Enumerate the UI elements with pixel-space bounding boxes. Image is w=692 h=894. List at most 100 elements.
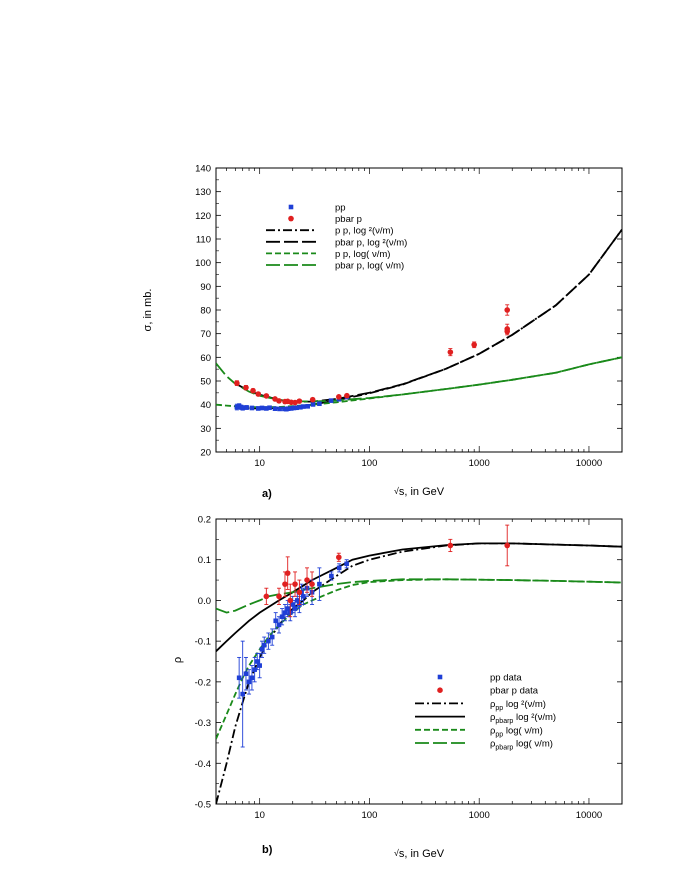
y-tick-label-a: 110 xyxy=(196,235,211,246)
y-tick-label-a: 40 xyxy=(200,400,211,411)
legend-subscript: pbarp xyxy=(495,745,513,752)
panel-label-a: a) xyxy=(262,488,272,500)
x-tick-label-b: 1000 xyxy=(469,810,490,821)
data-point-circle-b xyxy=(447,542,454,549)
data-point-square-a xyxy=(240,405,245,411)
data-point-circle-b xyxy=(296,589,303,596)
y-tick-label-a: 60 xyxy=(200,353,211,364)
data-point-square-a xyxy=(272,406,278,411)
x-tick-label-a: 1000 xyxy=(469,458,490,469)
y-tick-label-a: 130 xyxy=(195,187,211,198)
legend-symbol: ρ xyxy=(490,699,496,710)
y-tick-label-b: -0.4 xyxy=(195,759,211,770)
data-point-circle-a xyxy=(447,349,454,355)
data-point-square-a xyxy=(294,405,299,411)
data-point-square-b xyxy=(259,646,265,652)
panel-label-b: b) xyxy=(262,844,273,856)
y-tick-label-a: 20 xyxy=(200,448,211,459)
data-point-circle-a xyxy=(296,398,303,404)
data-point-circle-b xyxy=(282,581,288,587)
data-point-square-b xyxy=(317,581,322,587)
x-axis-label-text: s, in GeV xyxy=(399,486,445,498)
plot-frame-b xyxy=(215,518,623,805)
data-point-square-a xyxy=(301,404,306,409)
series-line-b-2 xyxy=(216,578,622,740)
series-line-b-3 xyxy=(216,578,622,614)
data-point-square-a xyxy=(317,401,322,407)
data-point-square-a xyxy=(267,405,272,411)
panel-b-chart: -0.5 -0.4 -0.3 -0.2 -0.1 0.0 0.1 0.2 10 100 1000 10… xyxy=(172,515,623,860)
y-tick-label-b: 0.1 xyxy=(198,555,211,566)
data-point-circle-a xyxy=(243,384,249,391)
legend-label-b: ρpbarp log( ν/m) xyxy=(490,739,553,752)
data-point-square-b xyxy=(236,675,242,681)
data-point-square-b xyxy=(243,671,249,677)
legend-formula: log( ν/m) xyxy=(503,725,543,736)
data-point-square-a xyxy=(305,404,311,409)
data-point-square-a xyxy=(291,405,297,411)
data-point-square-b xyxy=(273,618,279,624)
data-point-circle-b xyxy=(336,554,342,561)
legend-label-a: pbar p, log( ν/m) xyxy=(335,261,404,272)
data-point-circle-a xyxy=(344,392,350,399)
data-point-circle-b xyxy=(309,581,315,587)
y-tick-label-b: -0.2 xyxy=(195,677,211,688)
sqrt-symbol: √ xyxy=(394,848,399,858)
sqrt-symbol: √ xyxy=(394,486,399,496)
y-tick-label-a: 140 xyxy=(195,164,211,175)
legend-label-a: pbar p, log ²(ν/m) xyxy=(335,237,407,248)
data-point-circle-b xyxy=(504,542,511,549)
legend-symbol: ρ xyxy=(490,739,496,750)
data-point-circle-a xyxy=(292,399,298,406)
y-tick-label-b: 0.0 xyxy=(198,596,211,607)
data-point-circle-a xyxy=(471,341,477,348)
series-line-a-1 xyxy=(234,228,622,403)
x-tick-label-b: 100 xyxy=(362,810,378,821)
legend-formula: log ²(ν/m) xyxy=(503,699,546,710)
legend-subscript: pbarp xyxy=(495,718,513,725)
data-point-circle-a xyxy=(504,328,511,335)
data-point-square-a xyxy=(328,398,334,403)
data-point-square-a xyxy=(298,404,303,410)
y-tick-label-a: 120 xyxy=(195,211,211,222)
data-point-square-b xyxy=(285,606,290,611)
legend-marker-square-b xyxy=(437,674,443,680)
legend-label-a: pbar p xyxy=(335,214,362,225)
legend-label-b: ρpbarp log ²(ν/m) xyxy=(490,712,556,725)
data-point-circle-b xyxy=(304,577,310,583)
legend-subscript: pp xyxy=(495,731,503,738)
x-tick-label-a: 10000 xyxy=(576,458,602,469)
legend-label-b: ρpp log( ν/m) xyxy=(490,725,543,738)
y-tick-label-b: -0.3 xyxy=(195,718,211,729)
legend-label-a: pp xyxy=(335,203,346,214)
y-tick-label-a: 70 xyxy=(200,329,211,340)
data-point-square-a xyxy=(249,405,255,411)
data-point-square-b xyxy=(344,561,349,567)
data-point-square-b xyxy=(246,679,252,685)
x-tick-label-b: 10000 xyxy=(576,810,602,821)
legend-marker-circle-a xyxy=(288,215,294,222)
data-point-square-a xyxy=(255,406,261,411)
data-point-square-b xyxy=(279,614,285,620)
data-point-square-a xyxy=(310,402,316,407)
series-line-b-0 xyxy=(216,542,622,804)
data-point-square-b xyxy=(254,659,260,664)
legend-formula: log( ν/m) xyxy=(513,739,553,750)
x-axis-label-a: √s, in GeV xyxy=(394,486,445,498)
data-point-circle-a xyxy=(255,391,262,397)
data-point-circle-b xyxy=(287,597,294,604)
data-point-square-b xyxy=(292,606,298,611)
data-point-circle-a xyxy=(234,380,240,386)
data-point-square-b xyxy=(240,691,245,697)
legend-symbol: ρ xyxy=(490,725,496,736)
x-tick-label-a: 100 xyxy=(362,458,378,469)
x-axis-label-b: √s, in GeV xyxy=(394,848,445,860)
data-point-square-b xyxy=(249,675,255,681)
data-point-circle-b xyxy=(292,581,298,587)
data-point-circle-a xyxy=(250,387,256,394)
data-point-circle-a xyxy=(276,398,282,404)
data-point-circle-a xyxy=(263,393,270,399)
data-point-square-b xyxy=(290,602,296,607)
data-point-circle-a xyxy=(309,396,316,403)
